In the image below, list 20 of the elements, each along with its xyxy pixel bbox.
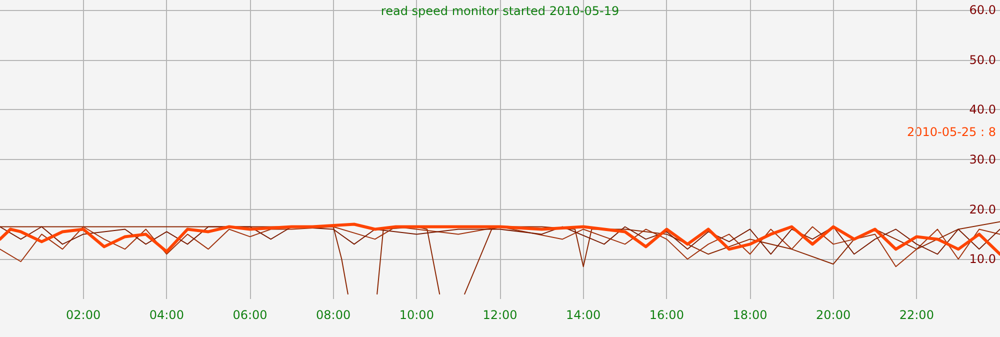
annotation: 2010-05-25 : 8 xyxy=(906,125,996,139)
y-tick-label: 50.0 xyxy=(969,52,996,67)
y-tick-label: 20.0 xyxy=(969,202,996,216)
x-tick-label: 18:00 xyxy=(732,308,768,322)
x-tick-label: 20:00 xyxy=(816,308,851,322)
y-tick-label: 10.0 xyxy=(969,252,996,266)
x-tick-label: 10:00 xyxy=(399,308,434,322)
y-tick-label: 60.0 xyxy=(969,2,996,17)
x-tick-label: 04:00 xyxy=(149,308,184,322)
x-tick-label: 16:00 xyxy=(649,308,684,322)
line-series xyxy=(0,226,1000,268)
x-tick-label: 08:00 xyxy=(316,308,351,322)
x-tick-label: 06:00 xyxy=(232,308,268,322)
x-tick-label: 02:00 xyxy=(66,308,101,322)
x-tick-label: 14:00 xyxy=(566,308,601,322)
x-tick-label: 12:00 xyxy=(482,308,518,322)
x-tick-label: 22:00 xyxy=(899,308,934,322)
y-tick-label: 30.0 xyxy=(969,152,996,166)
y-tick-label: 40.0 xyxy=(969,102,996,117)
chart-title: read speed monitor started 2010-05-19 xyxy=(380,4,620,18)
